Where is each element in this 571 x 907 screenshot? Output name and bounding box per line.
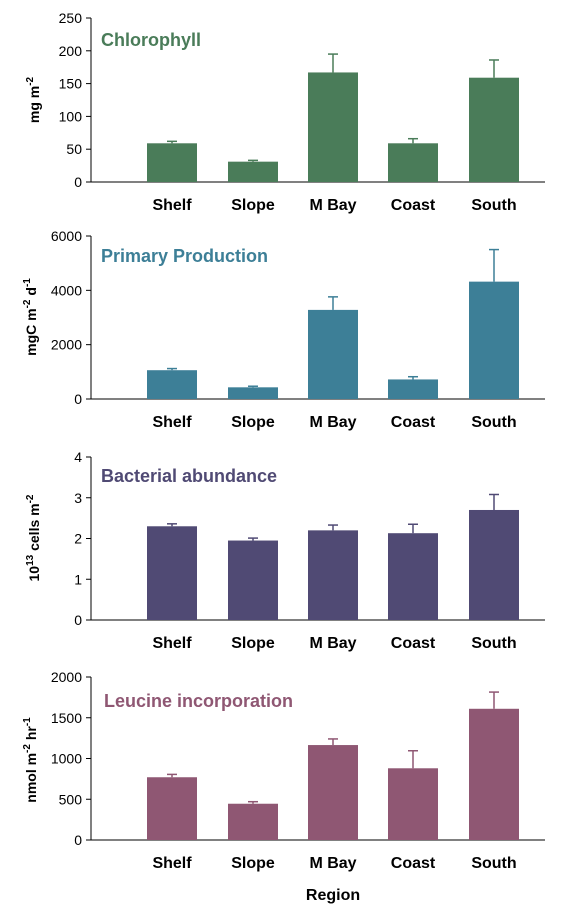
y-tick-label: 0 (74, 174, 82, 190)
y-tick-label: 150 (59, 76, 83, 92)
chart-panel-bacterial-abundance: Bacterial abundance 1013 cells m-2 0 1 2 3 4… (25, 449, 545, 652)
bar (388, 768, 438, 840)
bar (469, 281, 519, 399)
bar (308, 72, 358, 182)
y-tick-label: 0 (74, 612, 82, 628)
x-tick-label: Coast (391, 197, 436, 214)
y-axis-label: 1013 cells m-2 (25, 494, 42, 581)
bar (228, 161, 278, 182)
y-tick-label: 0 (74, 832, 82, 848)
y-tick-label: 4 (74, 449, 82, 465)
y-tick-label: 4000 (51, 282, 82, 298)
bar (308, 745, 358, 840)
bar (308, 309, 358, 399)
bar (388, 379, 438, 399)
chart-panel-chlorophyll: Chlorophyll mg m-2 0 50 100 150 200 250 Shelf… (25, 10, 545, 214)
bar (228, 803, 278, 840)
bar (228, 540, 278, 620)
x-axis-title: Region (306, 887, 360, 904)
y-tick-label: 2000 (51, 669, 82, 685)
x-tick-label: Coast (391, 855, 436, 872)
x-tick-label: South (471, 197, 516, 214)
x-tick-label: M Bay (309, 414, 356, 431)
y-tick-label: 200 (59, 43, 83, 59)
x-tick-label: M Bay (309, 855, 356, 872)
x-tick-label: Coast (391, 414, 436, 431)
chart-panel-leucine-incorporation: Leucine incorporation nmol m-2 hr-1 0 500… (22, 669, 545, 872)
x-tick-label: South (471, 855, 516, 872)
y-tick-label: 6000 (51, 228, 82, 244)
x-tick-label: M Bay (309, 635, 356, 652)
bar (308, 530, 358, 620)
x-tick-label: South (471, 414, 516, 431)
x-tick-label: South (471, 635, 516, 652)
x-tick-label: Shelf (152, 635, 192, 652)
bar (147, 526, 197, 620)
y-tick-label: 2000 (51, 337, 82, 353)
y-tick-label: 1000 (51, 751, 82, 767)
x-tick-label: Shelf (152, 855, 192, 872)
bar (228, 387, 278, 399)
y-tick-label: 50 (66, 141, 82, 157)
x-tick-label: M Bay (309, 197, 356, 214)
bar (469, 77, 519, 182)
y-axis-label: nmol m-2 hr-1 (22, 717, 39, 803)
y-tick-label: 100 (59, 108, 83, 124)
x-tick-label: Coast (391, 635, 436, 652)
bar (469, 708, 519, 840)
y-tick-label: 3 (74, 490, 82, 506)
bar (388, 143, 438, 182)
bar (147, 143, 197, 182)
y-tick-label: 250 (59, 10, 83, 26)
y-tick-label: 1500 (51, 710, 82, 726)
x-tick-label: Shelf (152, 197, 192, 214)
panel-title: Leucine incorporation (104, 691, 293, 711)
x-tick-label: Slope (231, 635, 275, 652)
x-tick-label: Slope (231, 197, 275, 214)
x-tick-label: Slope (231, 855, 275, 872)
x-tick-label: Shelf (152, 414, 192, 431)
panel-title: Chlorophyll (101, 30, 201, 50)
x-tick-label: Slope (231, 414, 275, 431)
chart-panel-primary-production: Primary Production mgC m-2 d-1 0 2000 4000… (22, 228, 545, 431)
bar (147, 370, 197, 399)
y-tick-label: 1 (74, 571, 82, 587)
bar (469, 509, 519, 620)
y-axis-label: mgC m-2 d-1 (22, 278, 39, 356)
y-tick-label: 0 (74, 391, 82, 407)
y-axis-label: mg m-2 (25, 76, 42, 123)
bar (147, 777, 197, 840)
y-tick-label: 500 (59, 791, 83, 807)
y-tick-label: 2 (74, 531, 82, 547)
bar (388, 533, 438, 620)
panel-title: Bacterial abundance (101, 466, 277, 486)
panel-title: Primary Production (101, 246, 268, 266)
